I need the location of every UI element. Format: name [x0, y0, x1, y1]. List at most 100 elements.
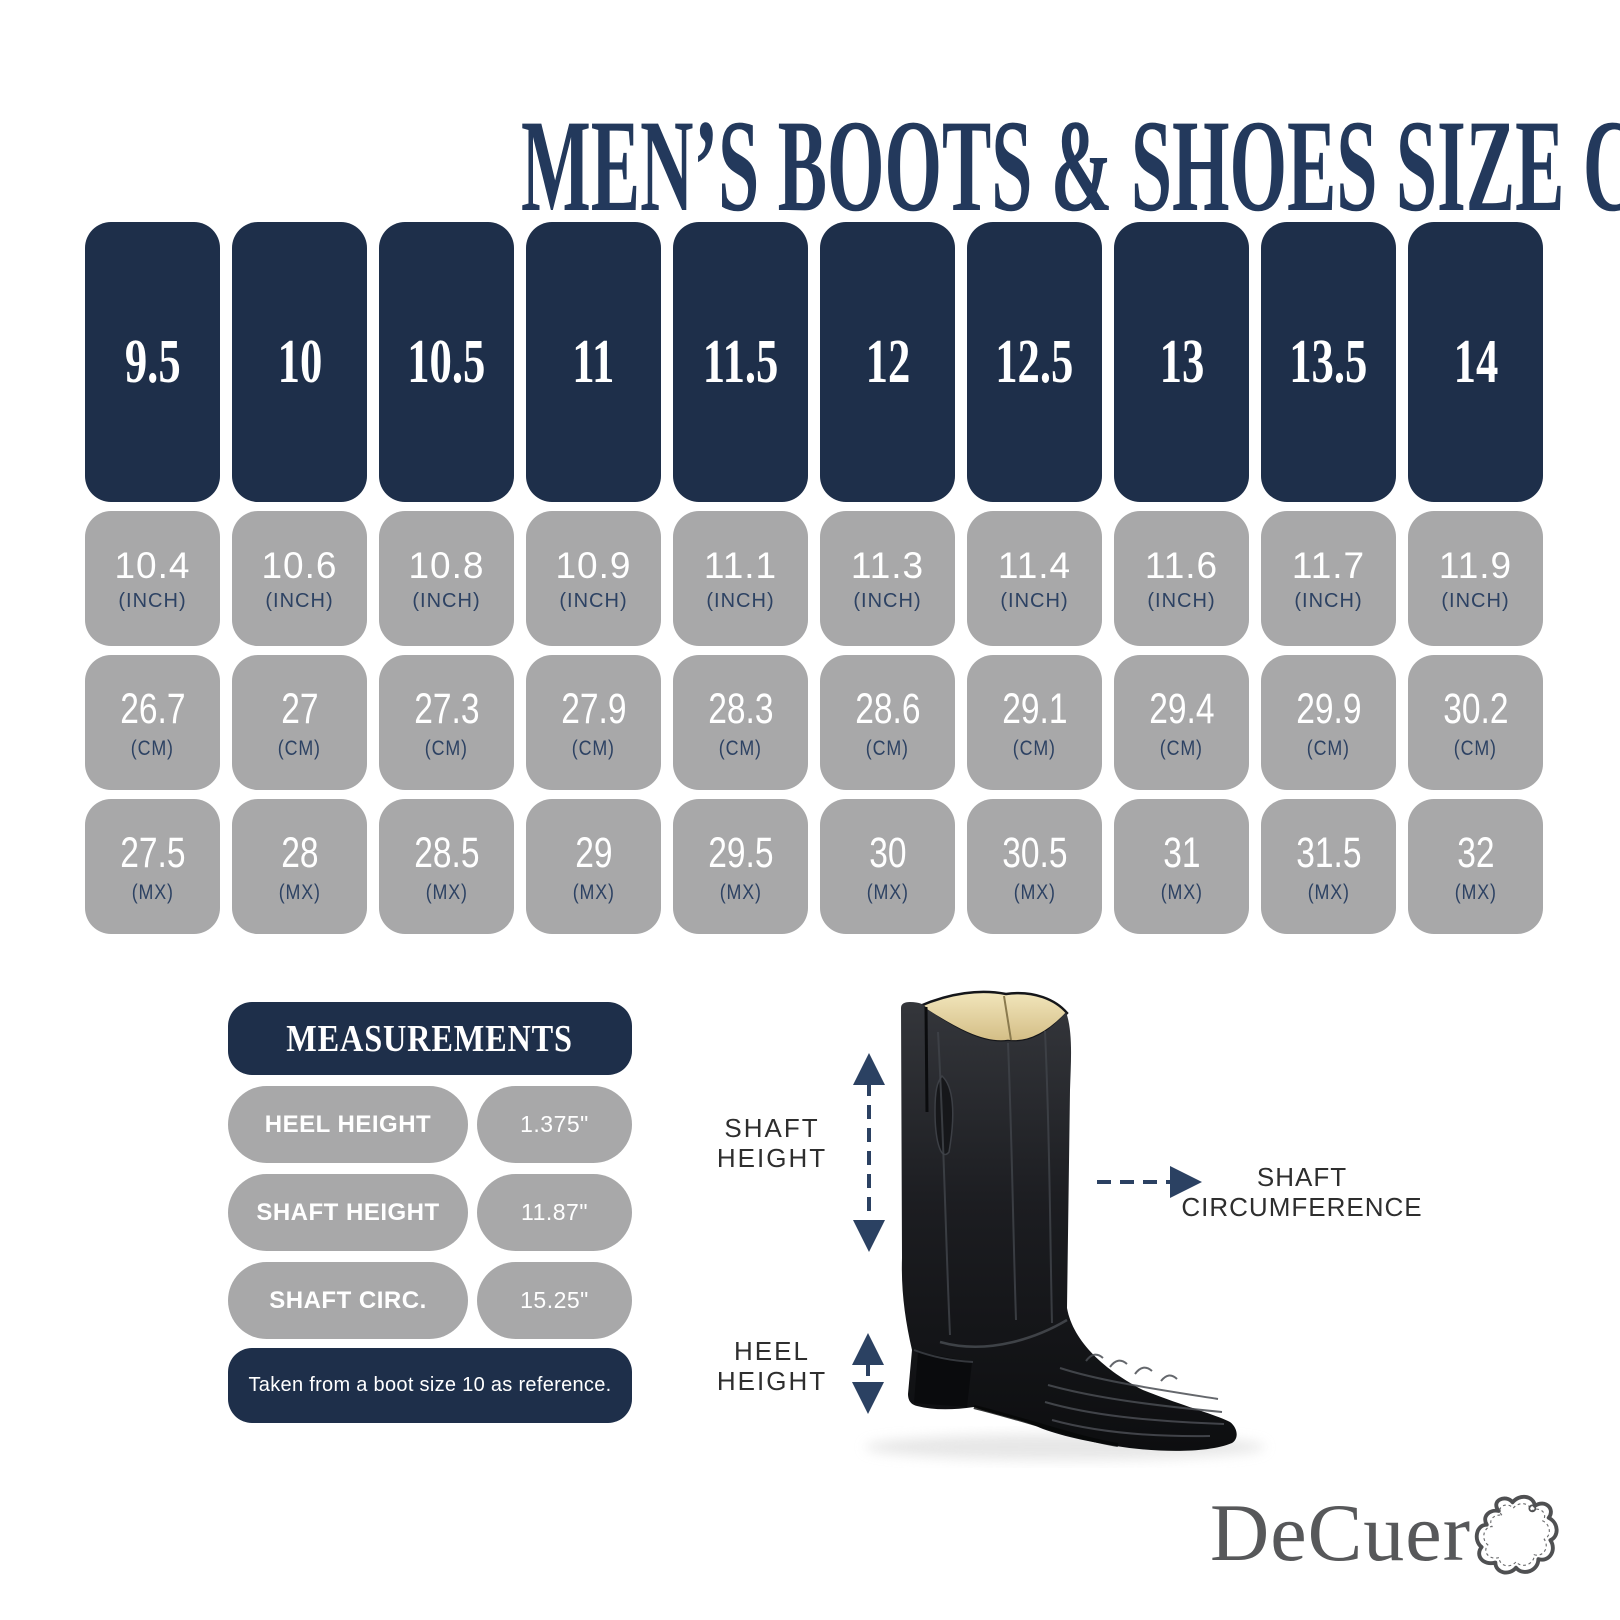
unit-label: (CM) — [1306, 736, 1351, 760]
size-value: 11 — [572, 327, 615, 396]
measurement-tile: 10.4 (INCH) — [85, 511, 220, 646]
unit-label: (MX) — [866, 880, 909, 904]
size-value: 12 — [865, 327, 910, 396]
measurement-value: 31.5 — [1295, 828, 1362, 877]
measurement-tile: 28.5 (MX) — [379, 799, 514, 934]
measurements-header: MEASUREMENTS — [228, 1002, 632, 1075]
unit-label: (CM) — [1453, 736, 1498, 760]
measurement-label: SHAFT CIRC. — [228, 1262, 468, 1339]
measurement-value: 10.6 — [261, 544, 338, 586]
page-title: MEN’S BOOTS & SHOES SIZE CHART — [521, 92, 1620, 240]
measurement-value: 29 — [574, 828, 613, 877]
measurement-value: 29.9 — [1295, 684, 1362, 733]
measurement-tile: 31.5 (MX) — [1261, 799, 1396, 934]
size-tile: 9.5 — [85, 222, 220, 502]
unit-label: (MX) — [719, 880, 762, 904]
measurement-tile: 10.9 (INCH) — [526, 511, 661, 646]
size-tile: 12 — [820, 222, 955, 502]
measurement-value: 29.1 — [1001, 684, 1068, 733]
measurement-tile: 32 (MX) — [1408, 799, 1543, 934]
measurement-tile: 30.5 (MX) — [967, 799, 1102, 934]
measurement-tile: 11.9 (INCH) — [1408, 511, 1543, 646]
unit-label: (MX) — [1160, 880, 1203, 904]
measurement-value: 32 — [1456, 828, 1495, 877]
measurement-value: 30.5 — [1001, 828, 1068, 877]
measurement-value: 11.9 — [1438, 544, 1513, 586]
measurement-value: 31 — [1162, 828, 1201, 877]
boot-image — [865, 990, 1265, 1460]
measurement-tile: 11.4 (INCH) — [967, 511, 1102, 646]
measurement-tile: 29.9 (CM) — [1261, 655, 1396, 790]
unit-label: (INCH) — [559, 589, 628, 612]
brand-logo-text: DeCuer — [1210, 1487, 1472, 1578]
measurement-tile: 28.6 (CM) — [820, 655, 955, 790]
measurement-value: 29.4 — [1148, 684, 1215, 733]
measurement-tile: 11.7 (INCH) — [1261, 511, 1396, 646]
measurement-tile: 28.3 (CM) — [673, 655, 808, 790]
measurement-value: 27.9 — [560, 684, 627, 733]
unit-label: (MX) — [1013, 880, 1056, 904]
unit-label: (CM) — [718, 736, 763, 760]
size-value: 10.5 — [407, 327, 486, 396]
measurement-tile: 27.9 (CM) — [526, 655, 661, 790]
size-tile: 13.5 — [1261, 222, 1396, 502]
measurement-value: 11.1 — [703, 544, 778, 586]
measurement-tile: 11.6 (INCH) — [1114, 511, 1249, 646]
size-tile: 12.5 — [967, 222, 1102, 502]
measurement-value: 29.5 — [707, 828, 774, 877]
measurement-value: 26.7 — [119, 684, 186, 733]
measurement-value: 11.6 — [1144, 544, 1219, 586]
unit-label: (CM) — [277, 736, 322, 760]
unit-label: (INCH) — [1441, 589, 1510, 612]
measurement-value: 30 — [868, 828, 907, 877]
measurement-tile: 11.3 (INCH) — [820, 511, 955, 646]
measurement-tile: 30 (MX) — [820, 799, 955, 934]
size-value: 10 — [277, 327, 322, 396]
size-value: 12.5 — [995, 327, 1074, 396]
unit-label: (MX) — [572, 880, 615, 904]
size-value: 14 — [1453, 327, 1498, 396]
measurement-tile: 29.5 (MX) — [673, 799, 808, 934]
unit-label: (MX) — [1454, 880, 1497, 904]
unit-label: (CM) — [571, 736, 616, 760]
measurement-tile: 31 (MX) — [1114, 799, 1249, 934]
leather-hide-icon — [1474, 1494, 1559, 1575]
measurement-value: 28.6 — [854, 684, 921, 733]
measurement-tile: 11.1 (INCH) — [673, 511, 808, 646]
size-value: 9.5 — [124, 327, 181, 396]
measurements-note: Taken from a boot size 10 as reference. — [228, 1348, 632, 1423]
measurement-tile: 27 (CM) — [232, 655, 367, 790]
unit-label: (CM) — [1012, 736, 1057, 760]
measurement-value: 27.5 — [119, 828, 186, 877]
unit-label: (INCH) — [853, 589, 922, 612]
unit-label: (INCH) — [706, 589, 775, 612]
measurement-value: 28 — [280, 828, 319, 877]
measurement-value: 11.4 — [997, 544, 1072, 586]
measurement-value: 11.3 — [850, 544, 925, 586]
measurement-value: 28.5 — [413, 828, 480, 877]
measurement-value: 10.8 — [408, 544, 485, 586]
unit-label: (INCH) — [1294, 589, 1363, 612]
measurement-tile: 26.7 (CM) — [85, 655, 220, 790]
unit-label: (CM) — [865, 736, 910, 760]
measurement-tile: 28 (MX) — [232, 799, 367, 934]
measurement-tile: 10.8 (INCH) — [379, 511, 514, 646]
measurement-tile: 30.2 (CM) — [1408, 655, 1543, 790]
measurement-value: 11.7 — [1291, 544, 1366, 586]
measurement-row: SHAFT HEIGHT 11.87" — [228, 1174, 632, 1251]
measurement-label: SHAFT HEIGHT — [228, 1174, 468, 1251]
measurement-value: 11.87" — [477, 1174, 632, 1251]
measurement-value: 28.3 — [707, 684, 774, 733]
size-chart-grid: 9.5 10 10.5 11 11.5 12 12.5 13 13.5 14 10.4 (INCH) 1… — [85, 222, 1543, 934]
measurement-value: 10.4 — [114, 544, 191, 586]
size-tile: 14 — [1408, 222, 1543, 502]
unit-label: (MX) — [278, 880, 321, 904]
measurements-panel: MEASUREMENTS HEEL HEIGHT 1.375" SHAFT HEIG… — [228, 1002, 632, 1423]
size-tile: 10 — [232, 222, 367, 502]
size-value: 13 — [1159, 327, 1204, 396]
measurements-rows: HEEL HEIGHT 1.375" SHAFT HEIGHT 11.87" SHAFT… — [228, 1086, 632, 1339]
unit-label: (INCH) — [1000, 589, 1069, 612]
caiman-texture — [1044, 1353, 1225, 1438]
unit-label: (INCH) — [1147, 589, 1216, 612]
unit-label: (MX) — [425, 880, 468, 904]
